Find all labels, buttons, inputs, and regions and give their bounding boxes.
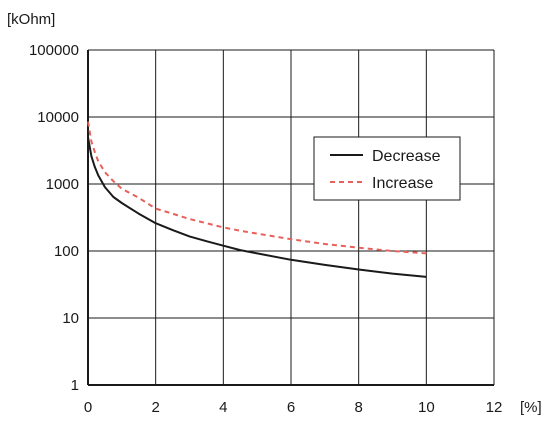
y-tick-label: 1 (71, 377, 79, 394)
y-tick-label: 1000 (46, 176, 79, 193)
x-tick-label: 8 (354, 399, 362, 416)
x-tick-label: 0 (84, 399, 92, 416)
y-tick-label: 10000 (37, 109, 79, 126)
y-tick-label: 100000 (29, 42, 79, 59)
legend: Decrease Increase (313, 136, 461, 201)
x-tick-label: 12 (486, 399, 503, 416)
x-axis-unit: [%] (520, 399, 542, 416)
x-tick-label: 6 (287, 399, 295, 416)
y-tick-label: 10 (62, 310, 79, 327)
legend-label-increase: Increase (372, 175, 433, 192)
y-axis-unit: [kOhm] (7, 11, 55, 28)
series-line-decrease (87, 137, 427, 278)
x-tick-label: 4 (219, 399, 227, 416)
x-tick-label: 2 (151, 399, 159, 416)
grid-lines (87, 49, 495, 386)
legend-box (313, 136, 461, 201)
y-tick-label: 100 (54, 243, 79, 260)
legend-label-decrease: Decrease (372, 148, 441, 165)
y-tick-labels: 1 10 100 1000 10000 100000 (29, 42, 79, 394)
x-tick-labels: 0 2 4 6 8 10 12 (84, 399, 503, 416)
series-lines (87, 121, 427, 278)
x-tick-label: 10 (418, 399, 435, 416)
